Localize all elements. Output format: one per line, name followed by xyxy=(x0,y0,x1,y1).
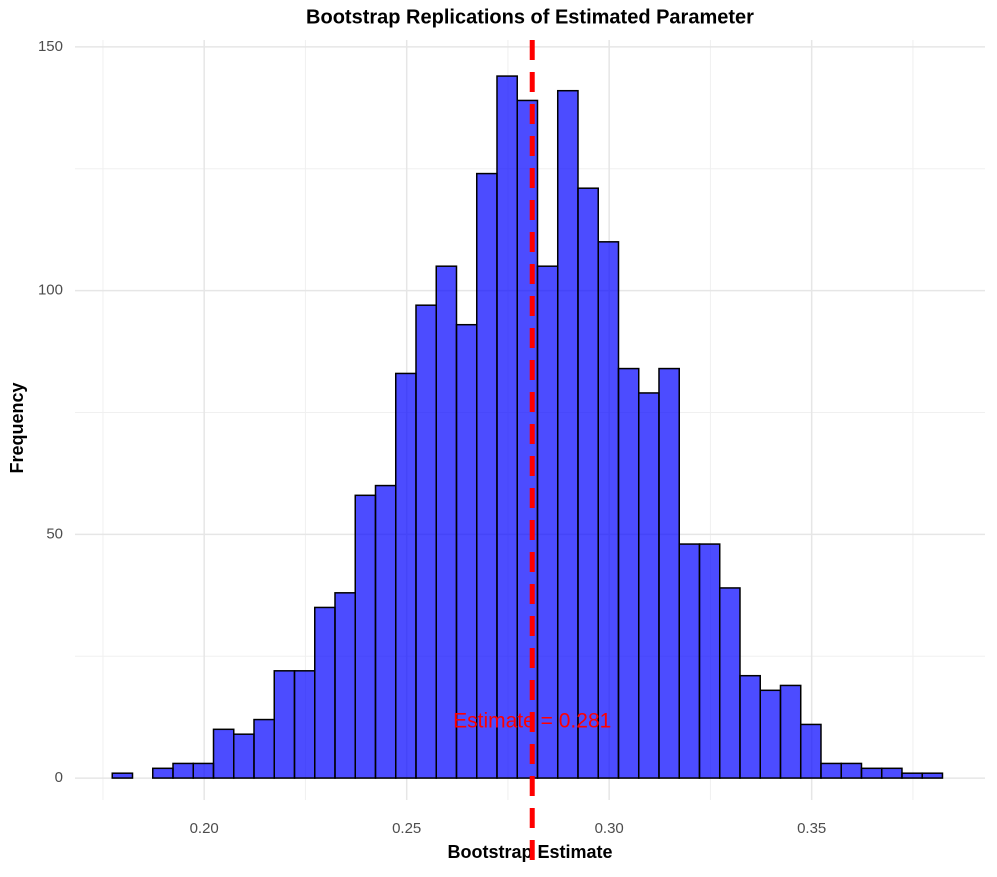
bar xyxy=(921,772,944,779)
y-tick-label: 50 xyxy=(46,525,63,542)
bar xyxy=(314,606,336,779)
bar xyxy=(233,733,255,779)
bar xyxy=(415,304,437,779)
y-tick-label: 0 xyxy=(55,769,63,786)
bar xyxy=(718,587,741,779)
bar xyxy=(293,670,316,779)
bar xyxy=(374,484,397,779)
x-tick-label: 0.25 xyxy=(392,820,421,837)
bar xyxy=(172,762,195,779)
bar xyxy=(658,367,680,779)
bar xyxy=(880,767,903,779)
bar xyxy=(192,762,215,779)
bar xyxy=(637,392,660,779)
bar xyxy=(840,762,863,779)
bar xyxy=(678,543,701,779)
bar xyxy=(779,684,802,779)
x-tick-label: 0.20 xyxy=(190,820,219,837)
bar xyxy=(253,718,276,779)
bar xyxy=(799,723,822,779)
bar xyxy=(597,241,620,779)
bar xyxy=(759,689,782,779)
x-tick-label: 0.35 xyxy=(797,820,826,837)
annotation: Estimate = 0.281 xyxy=(453,710,611,733)
bar xyxy=(536,265,559,779)
y-tick-label: 100 xyxy=(38,282,63,299)
bar xyxy=(212,728,235,779)
bar xyxy=(394,372,417,779)
bar xyxy=(111,772,134,779)
bar xyxy=(820,762,842,779)
chart-title: Bootstrap Replications of Estimated Para… xyxy=(306,6,754,28)
bar xyxy=(334,592,356,779)
bar xyxy=(496,75,518,779)
bar xyxy=(475,172,498,779)
bar xyxy=(860,767,883,779)
x-tick-label: 0.30 xyxy=(595,820,624,837)
bar xyxy=(152,767,174,779)
bar xyxy=(435,265,458,779)
bar xyxy=(901,772,923,779)
bar xyxy=(698,543,721,779)
bar xyxy=(739,674,761,779)
bar xyxy=(354,494,377,779)
bar xyxy=(556,89,579,779)
bar xyxy=(617,367,640,779)
bar xyxy=(577,187,599,779)
bar xyxy=(273,670,296,779)
y-tick-label: 150 xyxy=(38,38,63,55)
y-axis-label: Frequency xyxy=(7,382,27,473)
